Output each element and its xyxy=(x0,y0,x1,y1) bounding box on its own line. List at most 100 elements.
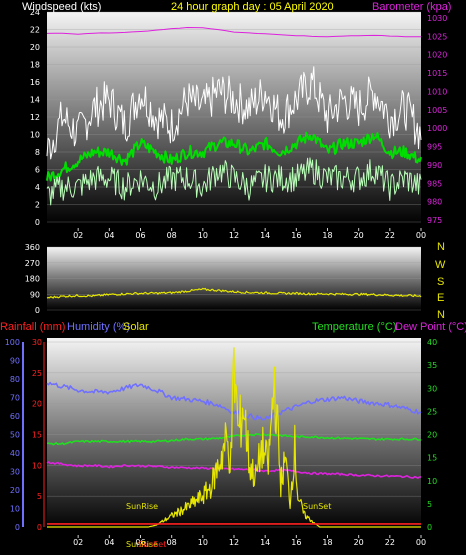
atmo-x-tick-label: 10 xyxy=(198,538,208,547)
series-lines xyxy=(46,27,422,528)
direction-series xyxy=(46,287,422,299)
wind-x-tick-label: 10 xyxy=(198,231,208,240)
solar-axis-label: Solar xyxy=(123,321,149,333)
windspeed-axis-label: Windspeed (kts) xyxy=(22,1,101,13)
wind-x-tick-label: 04 xyxy=(104,231,114,240)
dewpoint-series xyxy=(46,461,422,479)
wind-left-tick-label: 8 xyxy=(35,148,40,157)
wind_gust-series xyxy=(46,66,422,160)
barometer-tick-label: 1030 xyxy=(427,14,447,23)
temperature-tick-label: 0 xyxy=(427,523,432,532)
temperature-series xyxy=(46,433,422,446)
solar-series xyxy=(47,347,421,528)
barometer-tick-label: 1015 xyxy=(427,69,447,78)
footer-sunset: SunSet xyxy=(138,540,166,549)
wind_avg-series xyxy=(46,131,422,182)
wind-x-tick-label: 12 xyxy=(229,231,239,240)
temperature-tick-label: 35 xyxy=(427,361,437,370)
rain-tick-label: 10 xyxy=(32,461,42,470)
barometer-tick-label: 990 xyxy=(427,161,442,170)
compass-n-top: N xyxy=(437,241,445,253)
atmo-x-tick-label: 02 xyxy=(73,538,83,547)
wind-left-tick-label: 14 xyxy=(30,96,40,105)
wind-left-tick-label: 16 xyxy=(30,78,40,87)
atmo-x-tick-label: 16 xyxy=(291,538,301,547)
wind-left-tick-label: 2 xyxy=(35,201,40,210)
temperature-tick-label: 30 xyxy=(427,384,437,393)
direction-tick-label: 270 xyxy=(25,259,40,268)
wind-x-tick-label: 22 xyxy=(385,231,395,240)
rain-tick-label: 30 xyxy=(32,338,42,347)
direction-tick-label: 360 xyxy=(25,243,40,252)
atmo-x-tick-label: 18 xyxy=(322,538,332,547)
barometer-tick-label: 1020 xyxy=(427,51,447,60)
chart-title: 24 hour graph day : 05 April 2020 xyxy=(171,1,334,13)
atmo-x-tick-label: 08 xyxy=(167,538,177,547)
wind-left-tick-label: 0 xyxy=(35,218,40,227)
barometer-tick-label: 995 xyxy=(427,143,442,152)
direction-tick-label: 180 xyxy=(25,275,40,284)
compass-e: E xyxy=(437,292,444,304)
barometer-tick-label: 1005 xyxy=(427,106,447,115)
humidity-tick-label: 100 xyxy=(5,338,20,347)
humidity-tick-label: 0 xyxy=(15,523,20,532)
humidity-tick-label: 80 xyxy=(10,375,20,384)
humidity-tick-label: 70 xyxy=(10,394,20,403)
atmo-x-tick-label: 04 xyxy=(104,538,114,547)
wind-x-tick-label: 00 xyxy=(416,231,426,240)
atmo-x-tick-label: 00 xyxy=(416,538,426,547)
temperature-axis-label: Temperature (°C) xyxy=(312,321,396,333)
rain-tick-label: 25 xyxy=(32,369,42,378)
axis-ticks: 0246810121416182022249759809859909951000… xyxy=(5,8,448,547)
wind-left-tick-label: 4 xyxy=(35,183,40,192)
sunset-annotation: SunSet xyxy=(303,502,331,511)
humidity-tick-label: 60 xyxy=(10,412,20,421)
temperature-tick-label: 20 xyxy=(427,431,437,440)
wind-x-tick-label: 20 xyxy=(354,231,364,240)
atmo-x-tick-label: 20 xyxy=(354,538,364,547)
barometer-series xyxy=(46,27,422,38)
direction-tick-label: 0 xyxy=(35,306,40,315)
rainfall-axis-label: Rainfall (mm) xyxy=(0,321,65,333)
rain-tick-label: 5 xyxy=(37,492,42,501)
compass-w: W xyxy=(435,259,446,271)
barometer-tick-label: 980 xyxy=(427,198,442,207)
wind-left-tick-label: 22 xyxy=(30,26,40,35)
temperature-tick-label: 40 xyxy=(427,338,437,347)
atmo-x-tick-label: 06 xyxy=(135,538,145,547)
wind-left-tick-label: 6 xyxy=(35,166,40,175)
barometer-tick-label: 975 xyxy=(427,216,442,225)
footer-sunrise: SunRise xyxy=(126,540,158,549)
wind-x-tick-label: 14 xyxy=(260,231,270,240)
wind-left-tick-label: 10 xyxy=(30,131,40,140)
atmo-x-tick-label: 14 xyxy=(260,538,270,547)
rain-tick-label: 15 xyxy=(32,431,42,440)
wind-x-tick-label: 16 xyxy=(291,231,301,240)
barometer-tick-label: 1025 xyxy=(427,32,447,41)
humidity-tick-label: 30 xyxy=(10,468,20,477)
humidity-series xyxy=(46,381,422,421)
wind-left-tick-label: 24 xyxy=(30,8,40,17)
atmo-x-tick-label: 12 xyxy=(229,538,239,547)
humidity-axis-label: Humidity (%) xyxy=(67,321,130,333)
wind_lull-series xyxy=(46,157,422,206)
humidity-tick-label: 40 xyxy=(10,449,20,458)
sunrise-annotation: SunRise xyxy=(126,502,158,511)
direction-tick-label: 90 xyxy=(30,290,40,299)
wind-x-tick-label: 08 xyxy=(167,231,177,240)
humidity-tick-label: 90 xyxy=(10,357,20,366)
atmo-x-tick-label: 22 xyxy=(385,538,395,547)
barometer-tick-label: 985 xyxy=(427,179,442,188)
compass-n-bottom: N xyxy=(437,309,445,321)
humidity-tick-label: 10 xyxy=(10,505,20,514)
wind-x-tick-label: 18 xyxy=(322,231,332,240)
wind-x-tick-label: 06 xyxy=(135,231,145,240)
wind-x-tick-label: 02 xyxy=(73,231,83,240)
rain-tick-label: 0 xyxy=(37,523,42,532)
dewpoint-axis-label: Dew Point (°C) xyxy=(395,321,466,333)
temperature-tick-label: 25 xyxy=(427,407,437,416)
wind-left-tick-label: 18 xyxy=(30,61,40,70)
barometer-axis-label: Barometer (kpa) xyxy=(372,1,451,13)
temperature-tick-label: 10 xyxy=(427,477,437,486)
